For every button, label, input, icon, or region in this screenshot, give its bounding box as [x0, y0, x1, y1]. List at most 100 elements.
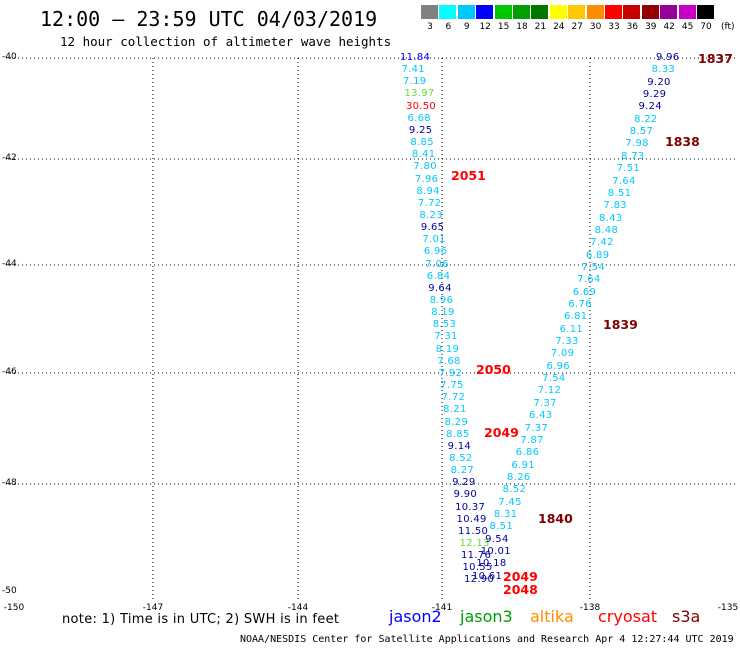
wave-height-value: 7.96 [414, 173, 439, 185]
wave-height-value: 7.92 [438, 367, 463, 379]
scale-swatch [623, 5, 641, 19]
scale-swatch [513, 5, 530, 19]
wave-height-value: 10.37 [455, 501, 486, 513]
wave-height-value: 7.83 [603, 200, 627, 212]
wave-height-color-scale: 3 6 9 12 15 18 21 24 27 30 33 36 39 42 45 70 (ft) [421, 5, 739, 35]
wave-height-value: 6.11 [559, 323, 584, 335]
wave-height-value: 9.24 [638, 101, 662, 113]
scale-label: 36 [626, 22, 639, 32]
wave-height-value: 8.48 [594, 224, 619, 236]
wave-height-value: 8.85 [446, 428, 470, 440]
scale-swatch [568, 5, 586, 19]
wave-height-value: 8.33 [651, 64, 676, 76]
wave-height-value: 6.68 [407, 112, 431, 124]
scale-label: 33 [608, 22, 620, 32]
scale-label: 39 [645, 22, 657, 32]
longitude-label: -144 [287, 603, 309, 613]
scale-swatch [439, 5, 457, 19]
pass-number-label: 1837 [698, 51, 733, 66]
wave-height-value: 8.22 [634, 113, 658, 125]
wave-height-value: 8.26 [507, 471, 531, 483]
wave-height-value: 8.19 [431, 307, 455, 319]
scale-swatch [586, 5, 604, 19]
wave-height-value: 9.90 [453, 489, 478, 501]
wave-height-value: 8.53 [432, 319, 457, 331]
wave-height-value: 8.23 [419, 209, 443, 221]
wave-height-value: 8.73 [620, 150, 645, 162]
wave-height-value: 8.21 [443, 404, 467, 416]
scale-swatch [476, 5, 494, 19]
wave-height-value: 7.19 [402, 76, 427, 88]
wave-height-value: 7.98 [625, 138, 649, 150]
pass-number-label: 1839 [603, 317, 638, 332]
scale-label: 27 [571, 22, 583, 32]
wave-height-value: 10.01 [480, 546, 511, 557]
wave-height-value: 7.41 [401, 64, 425, 76]
wave-height-value: 7.42 [590, 237, 614, 249]
wave-height-value: 11.84 [400, 52, 431, 63]
scale-swatch [678, 5, 696, 19]
scale-label: 6 [445, 22, 452, 32]
scale-label: 15 [497, 22, 510, 32]
wave-height-value: 7.09 [550, 348, 575, 360]
wave-height-value: 7.12 [537, 385, 562, 397]
wave-height-value: 7.01 [422, 234, 446, 246]
wave-height-value: 8.43 [599, 212, 623, 224]
satellite-legend-jason2: jason2 [389, 607, 442, 626]
wave-height-value: 9.25 [408, 124, 433, 136]
scale-label: 70 [700, 22, 712, 32]
wave-height-value: 6.84 [426, 270, 451, 282]
page-title: 12:00 – 23:59 UTC 04/03/2019 [40, 7, 378, 31]
wave-height-value: 8.29 [444, 416, 469, 428]
wave-height-value: 7.80 [413, 161, 437, 173]
wave-height-value: 6.76 [568, 299, 592, 310]
scale-label: 12 [479, 22, 491, 32]
latitude-label: -44 [2, 259, 17, 269]
credit-line: NOAA/NESDIS Center for Satellite Applica… [240, 634, 734, 645]
longitude-label: -147 [142, 603, 164, 613]
wave-height-value: 8.52 [449, 452, 473, 464]
scale-swatch [494, 5, 512, 19]
wave-height-value: 7.87 [520, 434, 544, 446]
wave-height-value: 7.64 [612, 175, 636, 187]
wave-height-value: 7.68 [437, 355, 461, 367]
pass-number-label: 2050 [476, 362, 511, 377]
wave-height-value: 13.97 [404, 88, 435, 100]
scale-label: 42 [663, 22, 675, 32]
scale-swatch [660, 5, 678, 19]
wave-height-value: 9.14 [447, 440, 472, 452]
wave-height-value: 7.75 [440, 380, 464, 392]
wave-height-value: 30.50 [405, 100, 437, 112]
page-subtitle: 12 hour collection of altimeter wave hei… [60, 34, 392, 49]
wave-height-value: 11.76 [461, 550, 492, 562]
longitude-label: -135 [717, 603, 739, 613]
pass-number-label: 2051 [451, 168, 486, 183]
latitude-label: -46 [2, 367, 17, 377]
wave-height-value: 8.96 [429, 295, 454, 306]
wave-height-value: 6.91 [511, 459, 535, 471]
longitude-label: -141 [431, 603, 453, 613]
wave-height-value: 7.54 [542, 373, 566, 385]
wave-height-value: 7.54 [581, 261, 605, 273]
scale-swatch [605, 5, 622, 19]
wave-height-value: 9.20 [647, 76, 671, 88]
wave-height-value: 8.41 [411, 149, 436, 161]
wave-height-value: 8.51 [489, 521, 513, 533]
scale-swatch [421, 5, 438, 19]
wave-height-value: 10.61 [472, 570, 503, 582]
wave-height-value: 8.27 [450, 465, 475, 477]
wave-height-value: 8.57 [629, 126, 654, 138]
scale-label: 24 [553, 22, 565, 32]
wave-height-value: 7.33 [555, 336, 579, 348]
wave-height-value: 9.29 [642, 89, 667, 101]
wave-height-value: 9.64 [428, 282, 452, 294]
wave-height-value: 9.54 [485, 533, 509, 545]
wave-height-value: 7.37 [524, 422, 549, 434]
wave-height-value: 10.18 [476, 558, 507, 570]
pass-number-label: 2048 [503, 582, 538, 597]
satellite-legend-altika: altika [530, 607, 574, 626]
units-note: note: 1) Time is in UTC; 2) SWH is in fe… [62, 612, 340, 627]
scale-label: 30 [589, 22, 602, 32]
pass-number-label: 1838 [665, 134, 700, 149]
